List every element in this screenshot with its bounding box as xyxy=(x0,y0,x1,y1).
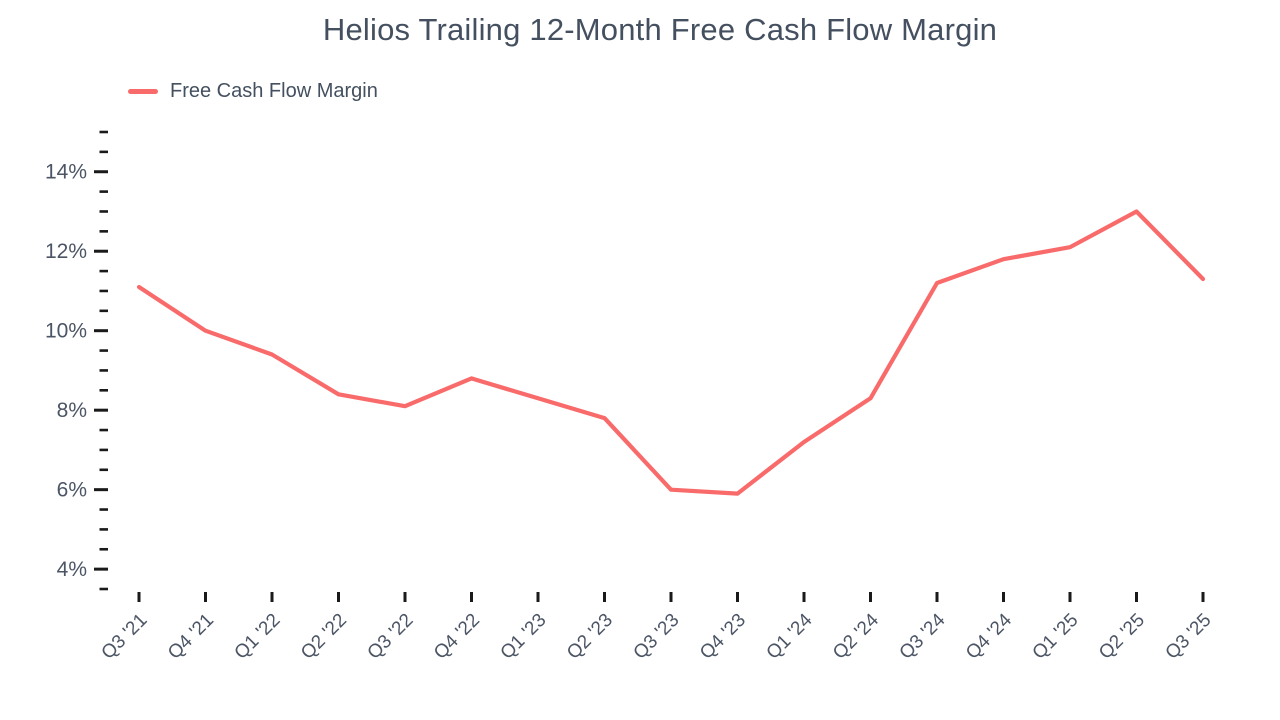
y-axis-label: 12% xyxy=(45,240,87,263)
x-axis-label: Q2 '25 xyxy=(1095,610,1149,664)
x-axis-label: Q2 '24 xyxy=(829,609,883,663)
x-axis-label: Q3 '22 xyxy=(364,610,418,664)
x-axis-label: Q3 '23 xyxy=(630,610,684,664)
x-axis-label: Q4 '24 xyxy=(962,609,1016,663)
x-axis-label: Q3 '21 xyxy=(98,610,152,664)
x-axis-label: Q2 '23 xyxy=(563,610,617,664)
x-axis-label: Q1 '22 xyxy=(231,610,285,664)
x-axis-label: Q1 '23 xyxy=(497,610,551,664)
y-axis-label: 6% xyxy=(57,479,87,502)
legend: Free Cash Flow Margin xyxy=(128,80,378,103)
x-axis-label: Q4 '23 xyxy=(696,610,750,664)
legend-label: Free Cash Flow Margin xyxy=(170,80,378,102)
y-axis-label: 10% xyxy=(45,320,87,343)
legend-line-swatch xyxy=(128,89,158,94)
x-axis-label: Q3 '25 xyxy=(1162,610,1216,664)
y-axis-label: 8% xyxy=(57,399,87,422)
x-axis-label: Q4 '21 xyxy=(164,610,218,664)
chart-title: Helios Trailing 12-Month Free Cash Flow … xyxy=(322,12,998,47)
x-axis-label: Q1 '24 xyxy=(763,609,817,663)
y-axis-label: 4% xyxy=(57,558,87,581)
x-axis-label: Q3 '24 xyxy=(896,609,950,663)
x-axis-label: Q4 '22 xyxy=(430,610,484,664)
y-axis-label: 14% xyxy=(45,161,87,184)
x-axis-label: Q2 '22 xyxy=(297,610,351,664)
x-axis-label: Q1 '25 xyxy=(1029,610,1083,664)
fcf-margin-line-series xyxy=(136,209,1206,496)
